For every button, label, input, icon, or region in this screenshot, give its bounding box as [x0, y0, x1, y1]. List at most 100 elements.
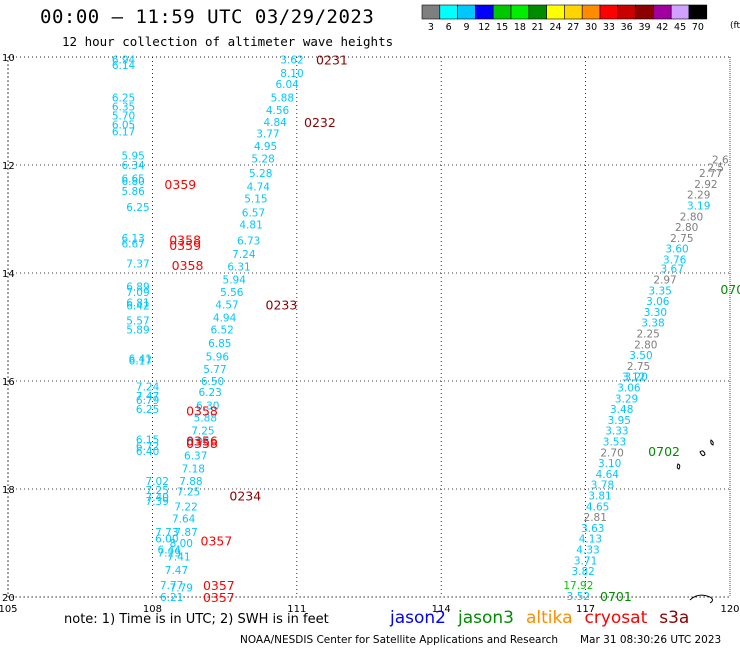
wave-height-value: 3.48: [610, 404, 633, 416]
pass-time-label: 0357: [203, 590, 235, 605]
mission-legend-item: cryosat: [584, 608, 648, 628]
color-bin-swatch: [564, 4, 583, 20]
color-bin-label: 9: [463, 22, 469, 33]
wave-height-value: 2.80: [675, 222, 698, 234]
wave-height-value: 6.35: [112, 102, 135, 114]
mission-legend-item: s3a: [659, 608, 690, 628]
wave-height-value: 2.80: [680, 211, 703, 223]
wave-height-value: 6.42: [126, 300, 149, 312]
wave-height-value: 3.29: [615, 393, 638, 405]
pass-time-label: 0234: [229, 488, 261, 503]
wave-height-value: 4.65: [586, 501, 609, 513]
wave-height-value: 5.94: [223, 274, 247, 286]
wave-height-value: 4.56: [266, 105, 290, 117]
wave-height-value: 6.25: [112, 93, 135, 105]
pass-time-label: 0357: [203, 578, 235, 593]
wave-height-value: 4.33: [576, 544, 599, 556]
wave-height-value: 7.25: [191, 426, 214, 438]
wave-height-value: 3.10: [598, 458, 621, 470]
color-bin-swatch: [670, 4, 690, 20]
wave-height-value: 3.82: [571, 566, 594, 578]
mission-legend-item: jason2: [390, 608, 446, 628]
wave-height-value: 3.52: [567, 591, 590, 603]
wave-height-value: 5.95: [121, 150, 144, 162]
color-bin-swatch: [528, 4, 547, 20]
color-bin-label: 21: [532, 22, 544, 33]
lon-tick-label: 114: [432, 604, 451, 615]
wave-height-value: 7.41: [167, 552, 190, 564]
wave-height-value: 2.77: [699, 168, 722, 180]
pass-time-label: 070: [720, 282, 740, 297]
wave-height-value: 4.95: [254, 141, 277, 153]
wave-height-value: 3.06: [617, 382, 641, 394]
wave-height-value: 4.81: [239, 219, 262, 231]
pass-time-label: 0232: [304, 115, 336, 130]
color-bin-label: 12: [478, 22, 490, 33]
coastline: [689, 594, 713, 604]
pass-labels: 0231023203590358035903580233035803560358…: [164, 53, 740, 605]
lat-tick-label: 12: [2, 161, 15, 172]
wave-height-value: 2.81: [584, 512, 607, 524]
wave-height-value: 6.52: [210, 325, 233, 337]
wave-height-value: 3.35: [649, 285, 672, 297]
wave-height-value: 3.38: [641, 318, 664, 330]
wave-height-value: 2.80: [634, 339, 657, 351]
wave-height-value: 6.00: [155, 534, 178, 546]
wave-height-value: 6.94: [112, 55, 136, 67]
wave-height-value: 5.70: [112, 110, 135, 122]
color-bin-label: 15: [496, 22, 508, 33]
color-bin-swatch: [475, 4, 494, 20]
credit-line: NOAA/NESDIS Center for Satellite Applica…: [240, 634, 558, 646]
color-bin-swatch: [510, 4, 530, 20]
color-bin-label: 27: [567, 22, 579, 33]
wave-height-value: 6.34: [121, 160, 145, 172]
wave-height-value: 7.37: [126, 258, 149, 270]
color-bin-swatch: [635, 4, 654, 20]
wave-height-value: 6.96: [186, 436, 210, 448]
wave-height-value: 2.5: [707, 163, 724, 175]
color-bin-label: 42: [656, 22, 668, 33]
wave-height-value: 5.15: [244, 193, 267, 205]
wave-height-value: 2.29: [687, 190, 710, 202]
wave-height-value: 7.64: [172, 514, 196, 526]
color-bin-swatch: [688, 4, 708, 20]
pass-time-label: 0357: [201, 533, 233, 548]
color-bin-swatch: [439, 4, 458, 20]
wave-height-value: 2.97: [653, 274, 676, 286]
wave-height-value: 5.56: [220, 287, 244, 299]
lat-tick-label: 16: [2, 377, 15, 388]
wave-height-value: 7.88: [179, 476, 202, 488]
color-bin-label: 6: [446, 22, 452, 33]
wave-height-value: 8.10: [280, 68, 303, 80]
wave-height-value: 5.57: [126, 316, 149, 328]
wave-height-value: 5.86: [121, 186, 145, 198]
wave-height-value: 4.74: [247, 182, 271, 194]
wave-height-value: 3.60: [665, 244, 688, 256]
wave-height-value: 6.13: [121, 233, 144, 245]
wave-height-value: 4.13: [579, 534, 602, 546]
color-bin-label: 33: [603, 22, 615, 33]
wave-height-value: 6.05: [112, 120, 135, 132]
color-bin-swatch: [599, 4, 619, 20]
lon-tick-label: 120: [720, 604, 739, 615]
wave-height-value: 6.67: [121, 238, 144, 250]
wave-height-value: 8.00: [170, 538, 193, 550]
wave-height-value: 7.29: [158, 548, 181, 560]
wave-height-value: 5.96: [206, 352, 230, 364]
wave-height-value: 6.30: [196, 400, 219, 412]
wave-height-value: 3.30: [644, 307, 667, 319]
wave-height-value: 7.18: [182, 463, 205, 475]
color-bin-label: 30: [585, 22, 597, 33]
color-bin-swatch: [457, 4, 476, 20]
color-bin-swatch: [653, 4, 672, 20]
color-bin-swatch: [492, 4, 512, 20]
wave-height-value: 6.79: [136, 395, 159, 407]
island-outlines: [676, 439, 714, 604]
wave-height-value: 5.28: [249, 168, 272, 180]
map-subtitle: 12 hour collection of altimeter wave hei…: [62, 34, 394, 49]
color-bin-label: 24: [549, 22, 561, 33]
wave-height-value: 4.84: [263, 117, 287, 129]
color-bin-label: 70: [692, 22, 704, 33]
wave-height-value: 7.22: [174, 501, 197, 513]
